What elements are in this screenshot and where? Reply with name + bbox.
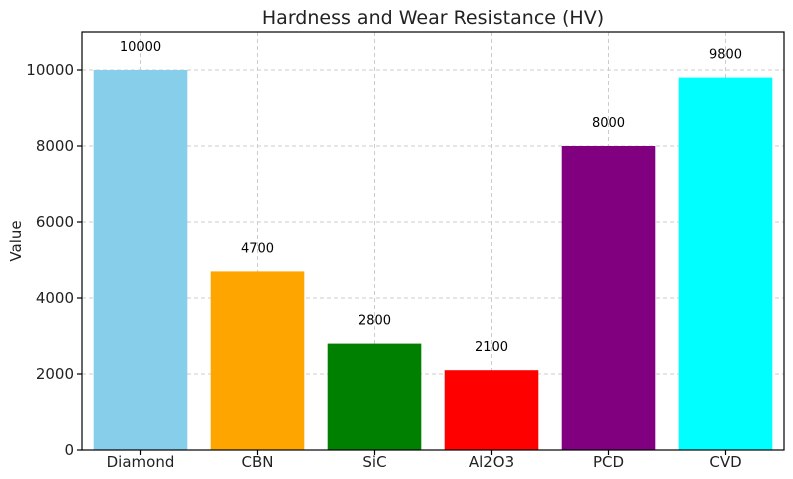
bar bbox=[327, 343, 422, 450]
x-tick-label: Diamond bbox=[107, 453, 175, 471]
chart-title: Hardness and Wear Resistance (HV) bbox=[262, 7, 604, 29]
y-axis-label: Value bbox=[7, 220, 25, 261]
x-tick-label: Al2O3 bbox=[469, 453, 514, 471]
plot-frame bbox=[81, 31, 785, 451]
x-tick-label: CBN bbox=[242, 453, 274, 471]
y-tick-label: 4000 bbox=[36, 289, 74, 307]
y-tick-label: 6000 bbox=[36, 213, 74, 231]
data-label: 9800 bbox=[709, 48, 742, 63]
bar bbox=[561, 146, 656, 450]
bar bbox=[678, 77, 773, 450]
y-ticks-layer: 0 2000 4000 6000 8000 10000 bbox=[26, 61, 82, 459]
y-tick-label: 10000 bbox=[26, 61, 74, 79]
y-tick-label: 8000 bbox=[36, 137, 74, 155]
data-label: 10000 bbox=[120, 40, 161, 55]
y-tick-label: 2000 bbox=[36, 365, 74, 383]
bar bbox=[93, 70, 188, 450]
bar bbox=[210, 271, 305, 450]
bars-layer bbox=[93, 70, 773, 450]
x-tick-label: PCD bbox=[593, 453, 624, 471]
x-tick-label: CVD bbox=[709, 453, 741, 471]
y-tick-label: 0 bbox=[64, 441, 74, 459]
data-label: 2100 bbox=[475, 340, 508, 355]
x-ticks-layer: Diamond CBN SiC Al2O3 PCD CVD bbox=[107, 450, 742, 471]
x-tick-label: SiC bbox=[362, 453, 386, 471]
data-label: 2800 bbox=[358, 314, 391, 329]
bar bbox=[444, 370, 539, 450]
data-label: 4700 bbox=[241, 241, 274, 256]
data-labels-layer: 10000 4700 2800 2100 8000 9800 bbox=[120, 40, 742, 355]
data-label: 8000 bbox=[592, 116, 625, 131]
